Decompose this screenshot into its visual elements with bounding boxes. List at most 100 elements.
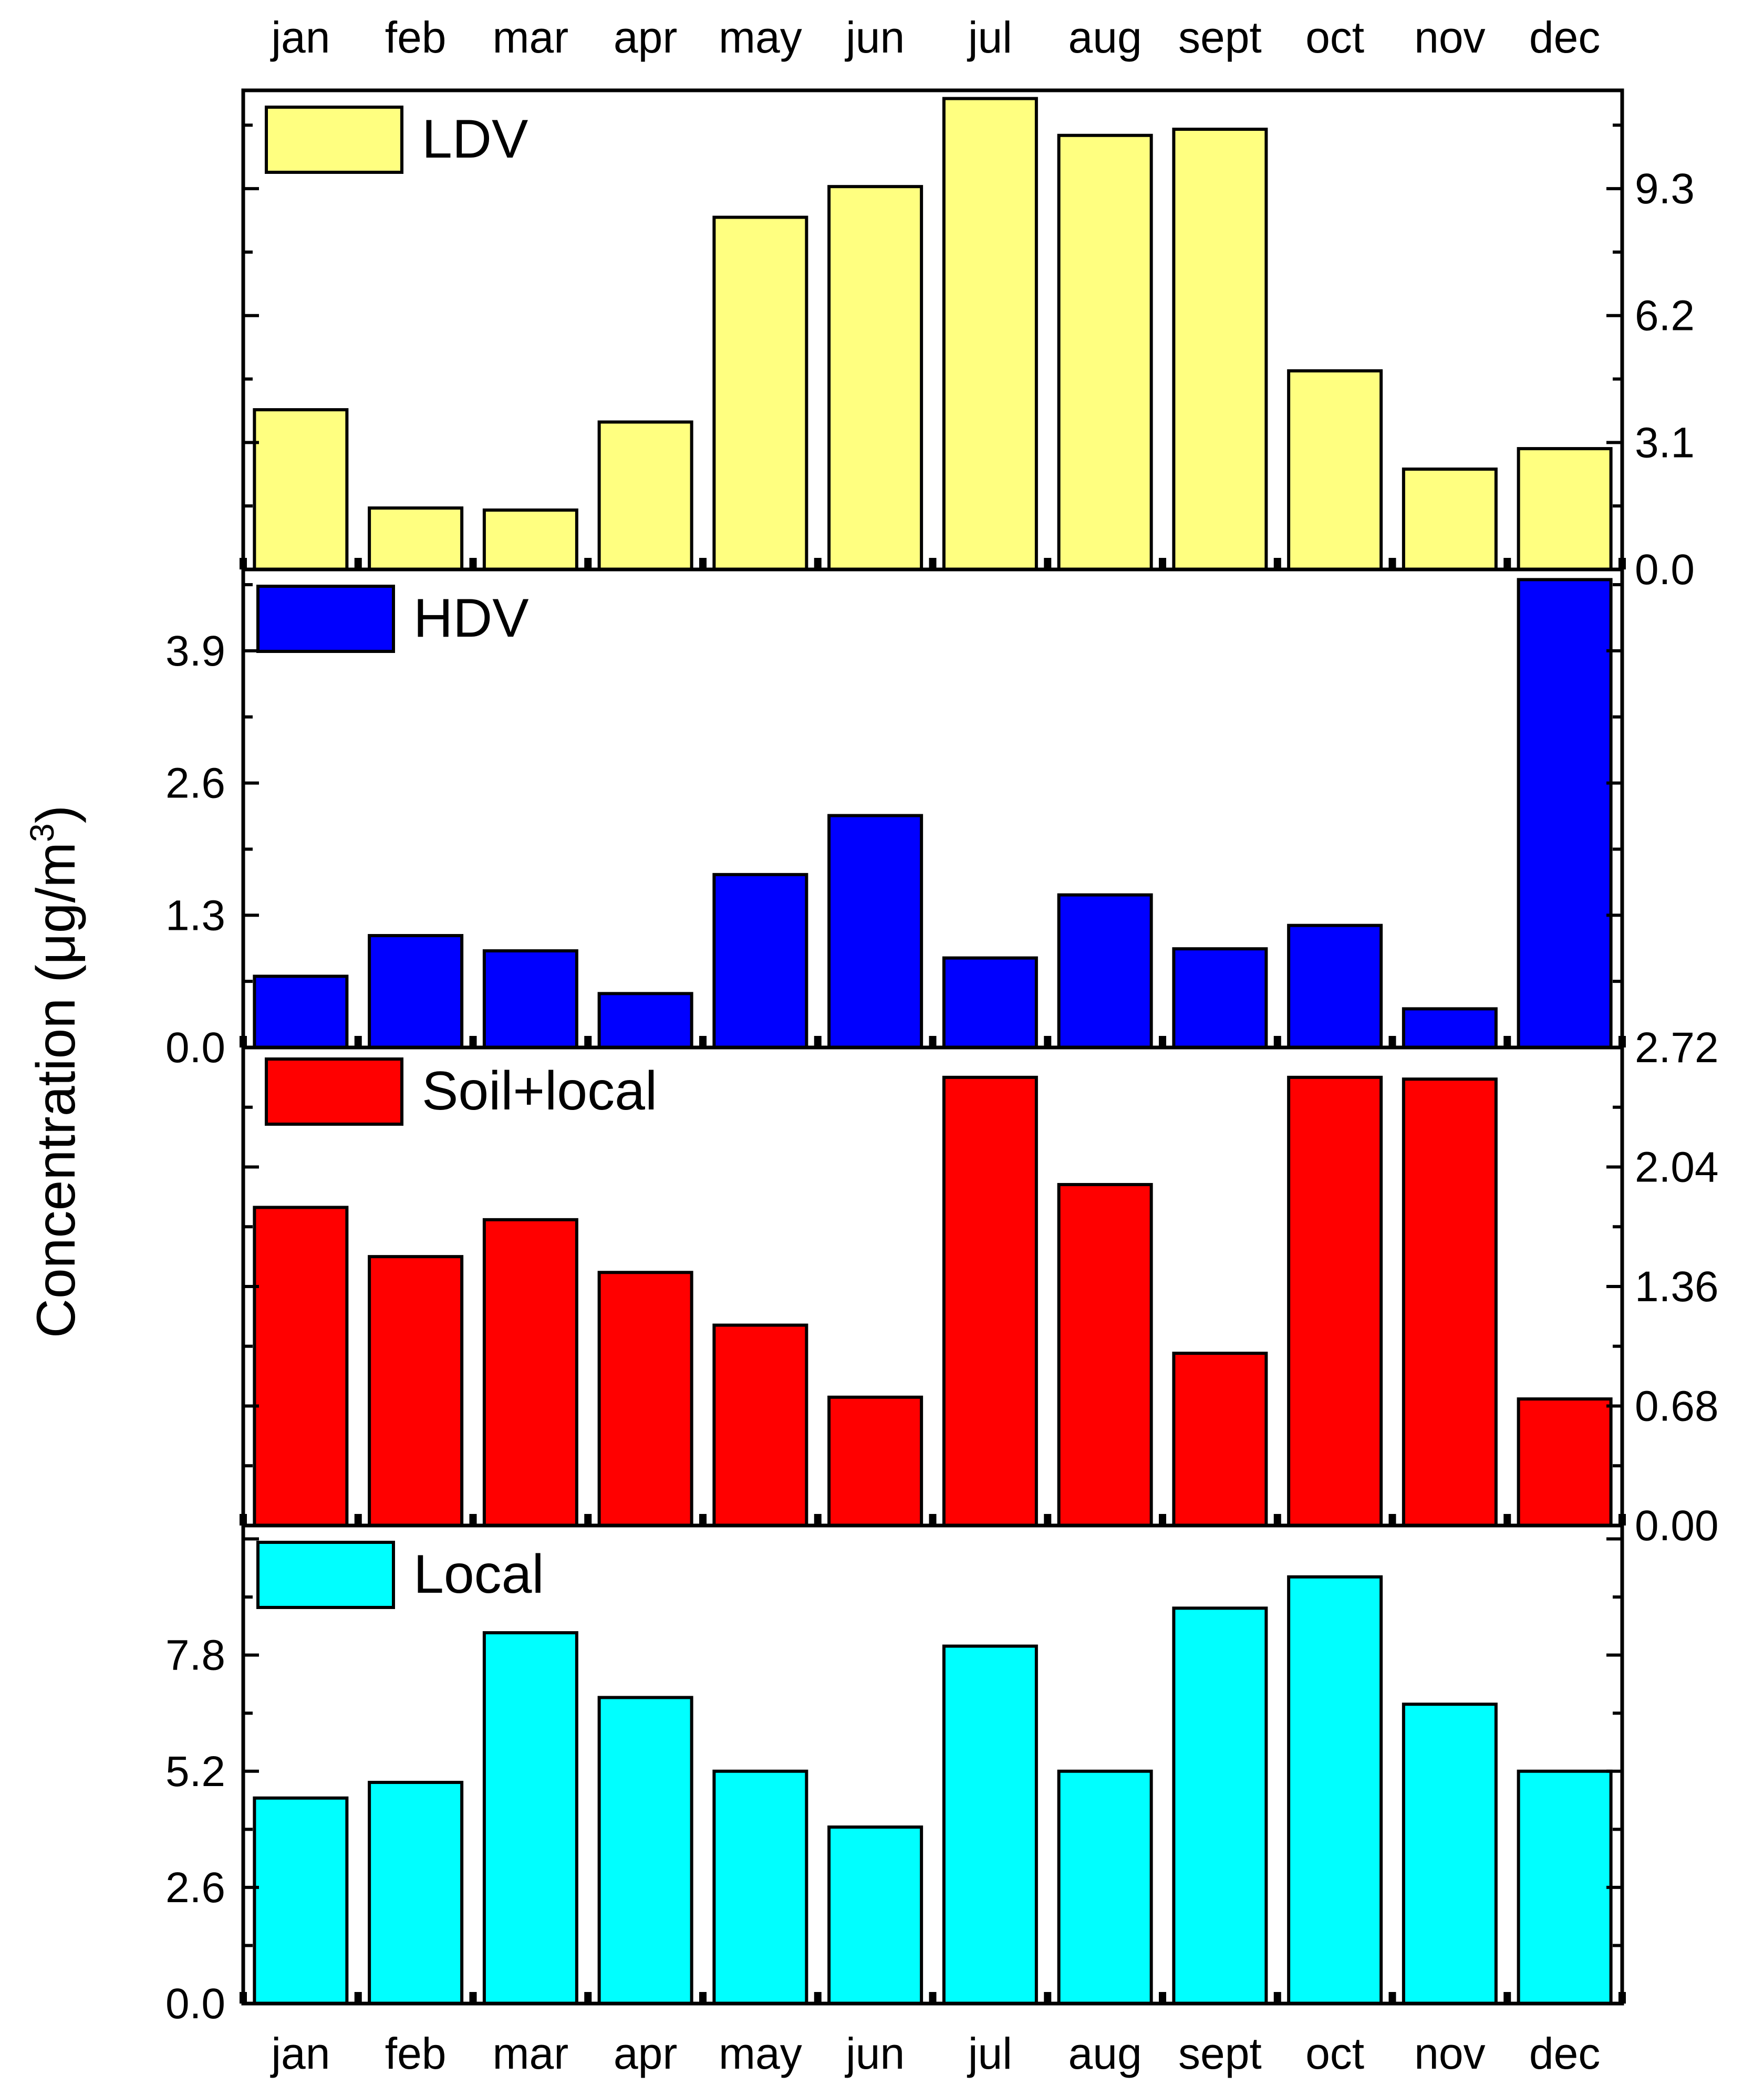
bar-local-aug bbox=[1057, 1769, 1153, 2006]
x-label-top: jul bbox=[967, 13, 1012, 62]
x-label-top: mar bbox=[493, 13, 569, 62]
y-axis-title: Concentration (μg/m3) bbox=[23, 805, 87, 1338]
legend-swatch bbox=[256, 1541, 395, 1609]
bar-hdv-aug bbox=[1057, 893, 1153, 1049]
y-axis-title-sup: 3 bbox=[23, 823, 61, 842]
bar-hdv-jul bbox=[942, 956, 1038, 1050]
x-label-top: aug bbox=[1068, 13, 1142, 62]
bar-local-feb bbox=[368, 1781, 464, 2006]
bar-local-may bbox=[712, 1769, 808, 2006]
bar-local-dec bbox=[1517, 1769, 1613, 2006]
bar-hdv-nov bbox=[1402, 1007, 1498, 1050]
y-tick-label: 5.2 bbox=[165, 1748, 225, 1796]
y-tick-label: 2.6 bbox=[165, 1864, 225, 1912]
bar-soil-local-may bbox=[712, 1323, 808, 1528]
x-label-top: dec bbox=[1529, 13, 1600, 62]
bar-ldv-jul bbox=[942, 97, 1038, 572]
y-axis-title-main: Concentration (μg/m bbox=[26, 842, 87, 1338]
bar-ldv-jun bbox=[827, 185, 923, 571]
bar-soil-local-mar bbox=[482, 1218, 578, 1527]
y-tick-label: 3.9 bbox=[165, 627, 225, 675]
bar-hdv-dec bbox=[1517, 578, 1613, 1049]
x-label-top: feb bbox=[385, 13, 447, 62]
x-label-top: sept bbox=[1178, 13, 1262, 62]
y-axis-title-end: ) bbox=[26, 805, 87, 824]
bar-ldv-oct bbox=[1287, 369, 1383, 571]
x-label-bottom: feb bbox=[385, 2029, 447, 2078]
panel-local: 0.0 2.6 5.2 7.8 Local bbox=[165, 1523, 1626, 2028]
x-label-bottom: oct bbox=[1305, 2029, 1364, 2078]
x-label-top: apr bbox=[614, 13, 677, 62]
bar-soil-local-jan bbox=[253, 1206, 349, 1527]
x-label-bottom: jun bbox=[844, 2029, 905, 2078]
x-label-bottom: jan bbox=[269, 2029, 330, 2078]
bar-ldv-feb bbox=[368, 506, 464, 571]
bar-hdv-apr bbox=[597, 992, 693, 1049]
bar-soil-local-oct bbox=[1287, 1075, 1383, 1527]
x-label-top: may bbox=[719, 13, 802, 62]
bar-hdv-oct bbox=[1287, 924, 1383, 1049]
legend-label: HDV bbox=[413, 588, 529, 649]
bar-hdv-feb bbox=[368, 934, 464, 1049]
bar-local-nov bbox=[1402, 1703, 1498, 2006]
x-label-bottom: dec bbox=[1529, 2029, 1600, 2078]
bar-ldv-jan bbox=[253, 408, 349, 571]
bar-hdv-sept bbox=[1172, 947, 1268, 1050]
panel-ldv: 0.0 3.1 6.2 9.3 LDV bbox=[240, 88, 1695, 594]
y-tick-label: 1.3 bbox=[165, 891, 225, 939]
bar-soil-local-jul bbox=[942, 1075, 1038, 1527]
bar-hdv-mar bbox=[482, 949, 578, 1050]
x-label-bottom: aug bbox=[1068, 2029, 1142, 2078]
bar-local-jun bbox=[827, 1825, 923, 2005]
legend-label: Local bbox=[413, 1544, 544, 1605]
bar-local-jul bbox=[942, 1644, 1038, 2006]
panel-soil-local: 0.00 0.68 1.36 2.04 2.72 Soil+local bbox=[240, 1024, 1719, 1550]
x-label-top: jun bbox=[844, 13, 905, 62]
bar-ldv-sept bbox=[1172, 128, 1268, 572]
bar-ldv-dec bbox=[1517, 447, 1613, 571]
x-label-bottom: sept bbox=[1178, 2029, 1262, 2078]
bar-soil-local-sept bbox=[1172, 1352, 1268, 1527]
bar-local-sept bbox=[1172, 1606, 1268, 2005]
bar-local-oct bbox=[1287, 1575, 1383, 2005]
bar-local-mar bbox=[482, 1631, 578, 2005]
bar-soil-local-dec bbox=[1517, 1397, 1613, 1528]
panel-hdv: 0.0 1.3 2.6 3.9 HDV bbox=[165, 567, 1626, 1072]
y-tick-label: 9.3 bbox=[1635, 165, 1695, 213]
x-label-top: nov bbox=[1414, 13, 1485, 62]
y-tick-label: 6.2 bbox=[1635, 292, 1695, 340]
x-label-bottom: apr bbox=[614, 2029, 677, 2078]
y-tick-label: 2.6 bbox=[165, 760, 225, 807]
bar-local-apr bbox=[597, 1696, 693, 2005]
bar-hdv-jun bbox=[827, 814, 923, 1050]
legend-label: LDV bbox=[422, 109, 528, 170]
bar-soil-local-nov bbox=[1402, 1077, 1498, 1528]
y-tick-label: 2.04 bbox=[1635, 1144, 1719, 1191]
bar-hdv-may bbox=[712, 873, 808, 1049]
y-tick-label: 1.36 bbox=[1635, 1263, 1719, 1311]
x-label-top: oct bbox=[1305, 13, 1364, 62]
bar-local-jan bbox=[253, 1796, 349, 2006]
y-tick-label: 3.1 bbox=[1635, 419, 1695, 466]
x-label-bottom: jul bbox=[967, 2029, 1012, 2078]
y-tick-label: 2.72 bbox=[1635, 1024, 1719, 1072]
x-label-bottom: mar bbox=[493, 2029, 569, 2078]
bar-ldv-aug bbox=[1057, 133, 1153, 571]
bar-hdv-jan bbox=[253, 974, 349, 1050]
bar-soil-local-jun bbox=[827, 1395, 923, 1527]
x-label-bottom: may bbox=[719, 2029, 802, 2078]
legend-swatch bbox=[265, 106, 403, 174]
y-tick-label: 0.0 bbox=[165, 1024, 225, 1072]
x-label-top: jan bbox=[269, 13, 330, 62]
bar-ldv-may bbox=[712, 215, 808, 571]
legend-swatch bbox=[256, 585, 395, 653]
bar-soil-local-apr bbox=[597, 1271, 693, 1528]
bar-ldv-nov bbox=[1402, 468, 1498, 571]
y-tick-label: 0.0 bbox=[1635, 546, 1695, 594]
bar-soil-local-feb bbox=[368, 1255, 464, 1527]
y-tick-label: 0.00 bbox=[1635, 1502, 1719, 1550]
bar-soil-local-aug bbox=[1057, 1182, 1153, 1527]
bar-ldv-mar bbox=[482, 508, 578, 572]
